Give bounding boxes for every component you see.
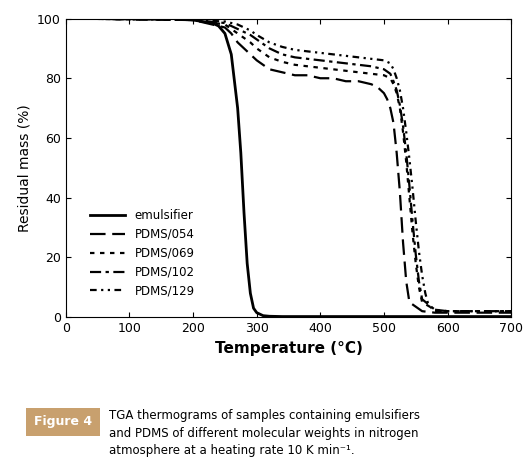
Text: Figure 4: Figure 4	[34, 415, 92, 428]
FancyBboxPatch shape	[26, 408, 100, 436]
Text: TGA thermograms of samples containing emulsifiers
and PDMS of different molecula: TGA thermograms of samples containing em…	[109, 409, 420, 457]
X-axis label: Temperature (°C): Temperature (°C)	[214, 341, 363, 356]
Legend: emulsifier, PDMS/054, PDMS/069, PDMS/102, PDMS/129: emulsifier, PDMS/054, PDMS/069, PDMS/102…	[85, 204, 200, 302]
Y-axis label: Residual mass (%): Residual mass (%)	[17, 104, 32, 232]
